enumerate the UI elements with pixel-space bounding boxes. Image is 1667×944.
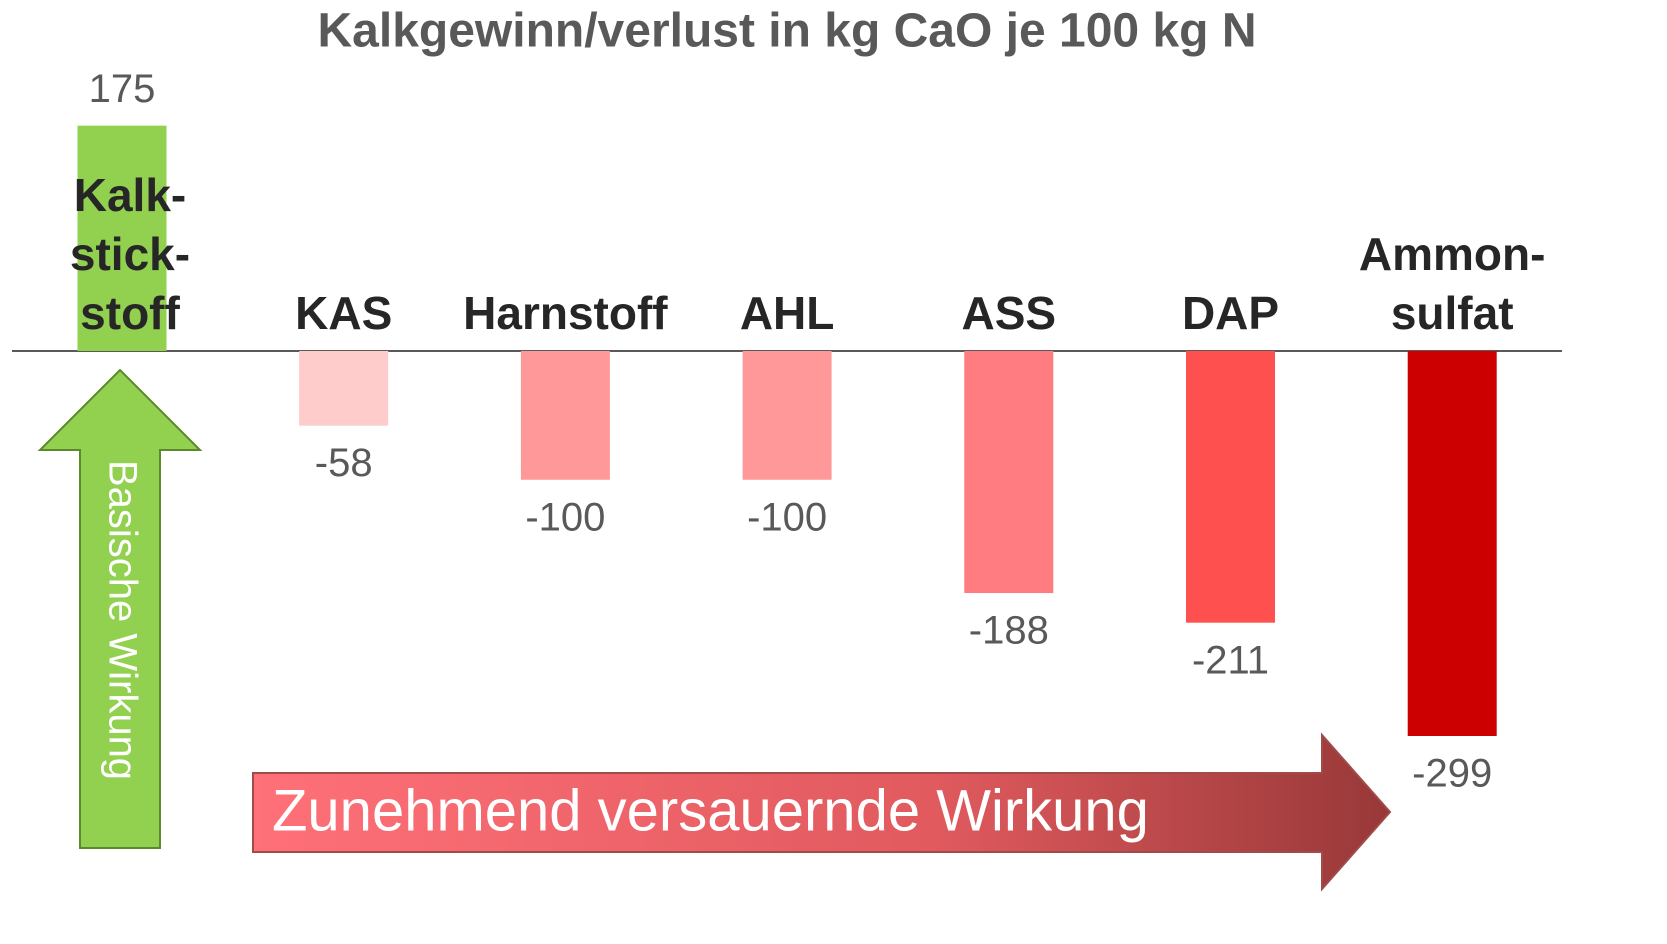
- value-label: -188: [969, 609, 1049, 653]
- value-label: -100: [525, 495, 605, 539]
- bar: [1407, 351, 1497, 736]
- category-label: ASS: [961, 287, 1057, 339]
- acid-arrow: [252, 732, 1392, 892]
- basic-arrow-label: Basische Wirkung: [100, 460, 144, 780]
- bar: [520, 351, 610, 480]
- value-label: 175: [89, 67, 156, 111]
- bar: [742, 351, 832, 480]
- bar: [964, 351, 1054, 594]
- category-label: DAP: [1181, 287, 1280, 339]
- value-label: -299: [1412, 752, 1492, 796]
- category-label: Harnstoff: [463, 287, 668, 339]
- bar: [1186, 351, 1275, 623]
- value-label: -211: [1192, 638, 1269, 682]
- value-label: -58: [315, 441, 373, 485]
- basic-arrow: [37, 368, 203, 849]
- acid-arrow-label: Zunehmend versauernde Wirkung: [272, 778, 1149, 843]
- category-label: Ammon- sulfat: [1358, 228, 1546, 339]
- category-label: AHL: [739, 287, 835, 339]
- bar: [77, 125, 167, 351]
- value-label: -100: [747, 495, 827, 539]
- category-label: KAS: [295, 287, 393, 339]
- chart-title: Kalkgewinn/verlust in kg CaO je 100 kg N: [318, 5, 1257, 58]
- category-label: Kalk- stick- stoff: [69, 169, 191, 339]
- bar: [299, 351, 389, 426]
